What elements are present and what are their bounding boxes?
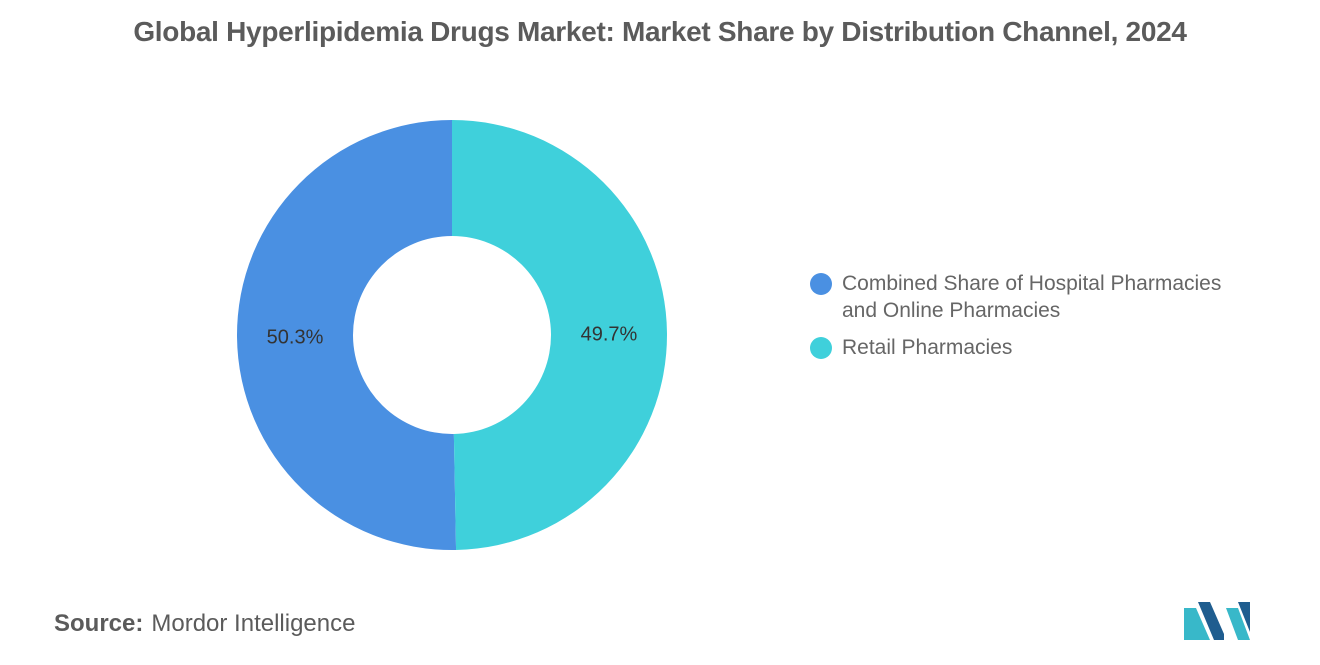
chart-title: Global Hyperlipidemia Drugs Market: Mark… — [133, 16, 1187, 47]
slice-label-retail: 49.7% — [581, 324, 638, 346]
legend-swatch-combined — [810, 273, 832, 295]
legend-swatch-retail — [810, 337, 832, 359]
source-text: Mordor Intelligence — [151, 610, 356, 637]
legend-label-combined: Combined Share of Hospital Pharmacies an… — [842, 272, 1222, 322]
slice-label-combined: 50.3% — [267, 326, 324, 348]
slice-combined — [236, 120, 457, 551]
logo-shape-right — [1226, 608, 1250, 640]
logo-shape-mid — [1198, 602, 1224, 640]
source-label: Source: — [54, 610, 144, 637]
logo-shape-bar — [1238, 602, 1250, 632]
source-note: Source: Mordor Intelligence — [54, 610, 355, 638]
legend-label-retail: Retail Pharmacies — [842, 336, 1013, 359]
chart-legend: Combined Share of Hospital Pharmacies an… — [810, 270, 1230, 371]
legend-item-retail: Retail Pharmacies — [810, 334, 1230, 361]
legend-item-combined: Combined Share of Hospital Pharmacies an… — [810, 270, 1230, 324]
mordor-logo — [1184, 602, 1250, 640]
slice-retail — [452, 120, 667, 550]
logo-shape-left — [1184, 608, 1210, 640]
